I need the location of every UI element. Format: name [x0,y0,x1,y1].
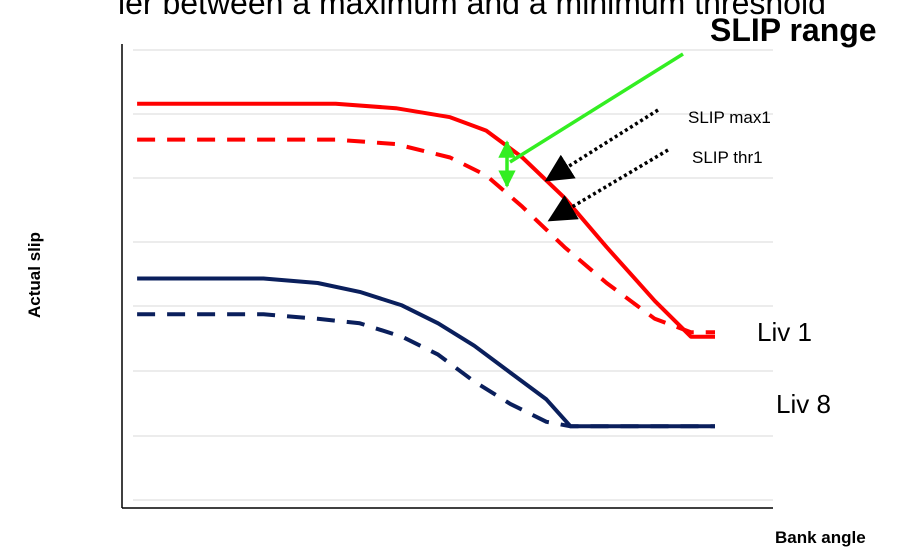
series-liv8-thr-line [137,312,715,429]
series-liv1-thr-line [137,137,715,335]
grid-lines [133,49,773,501]
top-caption: ier between a maximum and a minimum thre… [118,0,826,21]
slip-thr-label: SLIP thr1 [692,148,763,167]
slip-max-label: SLIP max1 [688,108,771,127]
series-liv1-max-line [137,101,715,339]
series-label-liv1: Liv 1 [757,317,812,347]
x-axis-label: Bank angle [775,528,866,547]
series-label-liv8: Liv 8 [776,389,831,419]
y-axis-label: Actual slip [25,232,44,318]
slip-range-title: SLIP range [710,12,877,48]
series-liv8-max-line [137,276,715,429]
series-layer [137,101,715,429]
slip-max-arrow-icon [544,108,659,182]
slip-range-pointer-line [509,52,684,164]
slip-thr-arrow-icon [547,148,669,222]
